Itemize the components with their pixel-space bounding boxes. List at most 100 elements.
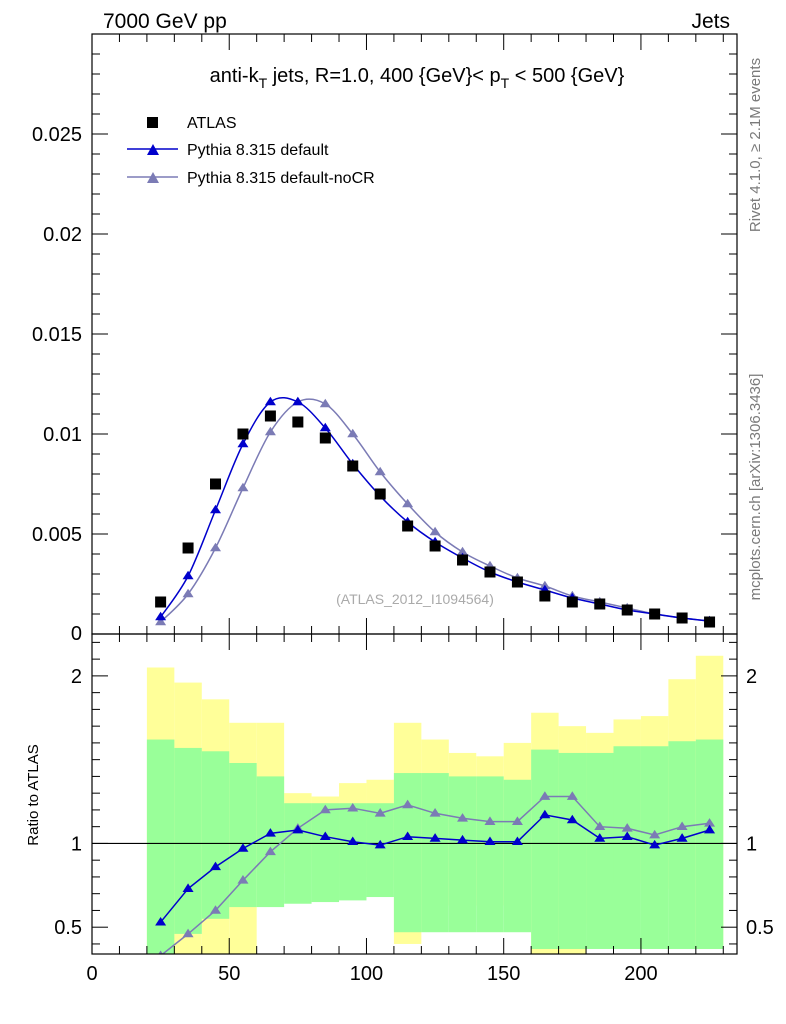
band-inner [393,773,422,933]
ratio-marker-default [566,814,578,824]
marker-nocr [457,546,469,556]
marker-atlas [511,576,523,588]
x-tick-label: 150 [487,963,520,985]
marker-atlas [182,542,194,554]
marker-nocr [374,466,386,476]
marker-default [155,611,167,621]
ratio-marker-nocr [676,821,688,830]
band-inner [421,773,449,933]
ratio-marker-nocr [210,905,222,914]
chart-title: anti-kT jets, R=1.0, 400 {GeV}< pT < 500… [210,65,625,91]
ratio-marker-default [539,809,551,819]
band-inner [586,752,614,949]
collision-label: 7000 GeV pp [103,10,227,33]
marker-atlas [621,604,633,616]
marker-nocr [182,588,194,598]
marker-atlas [237,428,249,440]
ratio-marker-nocr [649,829,661,839]
band-inner [339,803,367,901]
rivet-version-label: Rivet 4.1.0, ≥ 2.1M events [747,58,764,232]
legend: ATLAS Pythia 8.315 default Pythia 8.315 … [127,115,375,187]
marker-default [319,422,331,432]
ratio-marker-nocr [264,846,276,856]
y-tick-label: 0.02 [43,224,82,246]
ratio-marker-nocr [429,808,441,817]
ratio-marker-nocr [621,823,633,832]
y-tick-label: 0.025 [32,124,82,146]
ratio-marker-default [292,824,304,834]
marker-nocr [237,482,249,492]
marker-default [237,438,249,448]
ratio-marker-nocr [704,818,716,827]
marker-atlas [484,566,496,578]
ratio-marker-default [402,831,414,841]
ratio-frame [91,633,738,955]
ratio-marker-default [374,839,386,849]
band-inner [146,739,175,954]
legend-nocr-label: Pythia 8.315 default-noCR [187,170,375,187]
ratio-marker-default [237,843,249,852]
band-inner [256,776,285,908]
marker-nocr [347,428,359,438]
band-inner [695,739,724,949]
legend-nocr-marker [147,172,159,183]
band-inner [668,741,696,949]
marker-default [210,504,222,514]
band-inner [613,746,641,949]
marker-default [182,570,194,580]
marker-default [292,396,304,406]
band-inner [201,751,230,919]
ratio-marker-nocr [182,928,194,938]
legend-atlas-marker [147,117,158,128]
marker-atlas [539,590,551,602]
y-tick-label: 0 [71,623,82,645]
ratio-marker-nocr [402,799,414,809]
ratio-marker-default [649,839,661,849]
y-tick-label: 0.005 [32,524,82,546]
y-tick-label: 0.015 [32,324,82,346]
band-inner [366,803,394,898]
ratio-marker-default [210,861,222,871]
legend-atlas-label: ATLAS [187,115,237,132]
ratio-marker-nocr [158,950,163,954]
marker-atlas [347,460,359,472]
marker-atlas [264,410,276,422]
band-inner [229,763,257,908]
band-inner [311,803,340,903]
x-tick-label: 0 [86,963,97,985]
source-label: mcplots.cern.ch [arXiv:1306.3436] [747,374,764,601]
analysis-watermark: (ATLAS_2012_I1094564) [336,591,494,607]
band-inner [476,776,504,933]
ratio-marker-nocr [319,804,331,814]
ratio-marker-nocr [539,791,551,800]
ratio-axis-label: Ratio to ATLAS [25,744,42,845]
marker-atlas [429,540,441,552]
ratio-marker-default [182,883,194,892]
ratio-marker-nocr [484,816,496,825]
ratio-y-tick-label-right: 2 [746,666,757,688]
marker-atlas [649,608,661,620]
marker-nocr [319,398,331,408]
ratio-marker-default [621,831,633,841]
ratio-marker-default [511,836,523,846]
band-inner [448,776,477,933]
ratio-y-tick-label-left: 2 [71,666,82,688]
marker-atlas [676,612,688,624]
ratio-marker-default [457,834,469,844]
x-tick-label: 200 [624,963,657,985]
marker-atlas [374,488,386,500]
marker-nocr [264,426,276,436]
marker-nocr [429,526,441,536]
x-tick-label: 50 [218,963,240,985]
ratio-marker-default [484,836,496,846]
ratio-marker-default [319,831,331,841]
marker-nocr [210,542,222,552]
band-inner [284,803,312,904]
marker-atlas [402,520,414,532]
marker-atlas [704,616,716,628]
marker-nocr [155,616,167,626]
ratio-y-tick-label-right: 0.5 [746,917,774,939]
main-panel: 0.025 0.02 0.015 0.01 0.005 0 anti-kT jets, R… [32,33,738,645]
band-inner [558,752,587,949]
